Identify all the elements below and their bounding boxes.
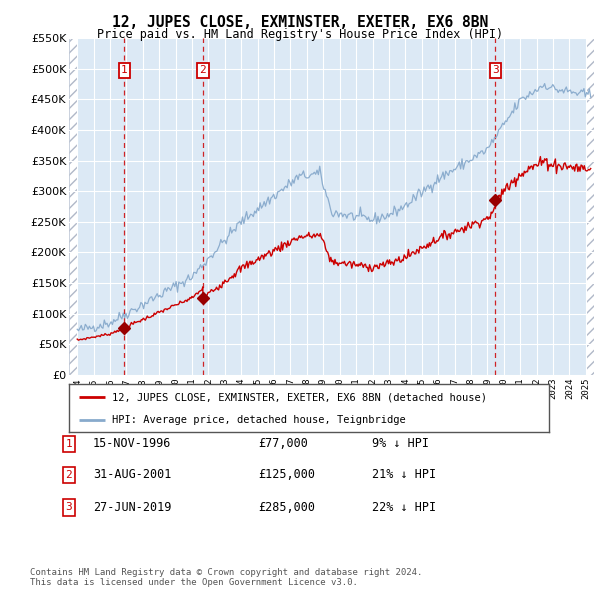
Text: Contains HM Land Registry data © Crown copyright and database right 2024.
This d: Contains HM Land Registry data © Crown c… xyxy=(30,568,422,587)
Text: 9% ↓ HPI: 9% ↓ HPI xyxy=(372,437,429,450)
Text: 12, JUPES CLOSE, EXMINSTER, EXETER, EX6 8BN (detached house): 12, JUPES CLOSE, EXMINSTER, EXETER, EX6 … xyxy=(112,392,487,402)
Text: £125,000: £125,000 xyxy=(258,468,315,481)
Text: 3: 3 xyxy=(492,65,499,76)
Text: 15-NOV-1996: 15-NOV-1996 xyxy=(93,437,172,450)
Text: £285,000: £285,000 xyxy=(258,501,315,514)
Text: 27-JUN-2019: 27-JUN-2019 xyxy=(93,501,172,514)
Text: HPI: Average price, detached house, Teignbridge: HPI: Average price, detached house, Teig… xyxy=(112,415,406,425)
Text: 31-AUG-2001: 31-AUG-2001 xyxy=(93,468,172,481)
Text: 1: 1 xyxy=(65,439,73,448)
Text: 12, JUPES CLOSE, EXMINSTER, EXETER, EX6 8BN: 12, JUPES CLOSE, EXMINSTER, EXETER, EX6 … xyxy=(112,15,488,30)
Text: Price paid vs. HM Land Registry's House Price Index (HPI): Price paid vs. HM Land Registry's House … xyxy=(97,28,503,41)
Text: 2: 2 xyxy=(65,470,73,480)
Text: 1: 1 xyxy=(121,65,128,76)
Text: 21% ↓ HPI: 21% ↓ HPI xyxy=(372,468,436,481)
Text: 3: 3 xyxy=(65,503,73,512)
Text: 2: 2 xyxy=(199,65,206,76)
Text: 22% ↓ HPI: 22% ↓ HPI xyxy=(372,501,436,514)
Text: £77,000: £77,000 xyxy=(258,437,308,450)
